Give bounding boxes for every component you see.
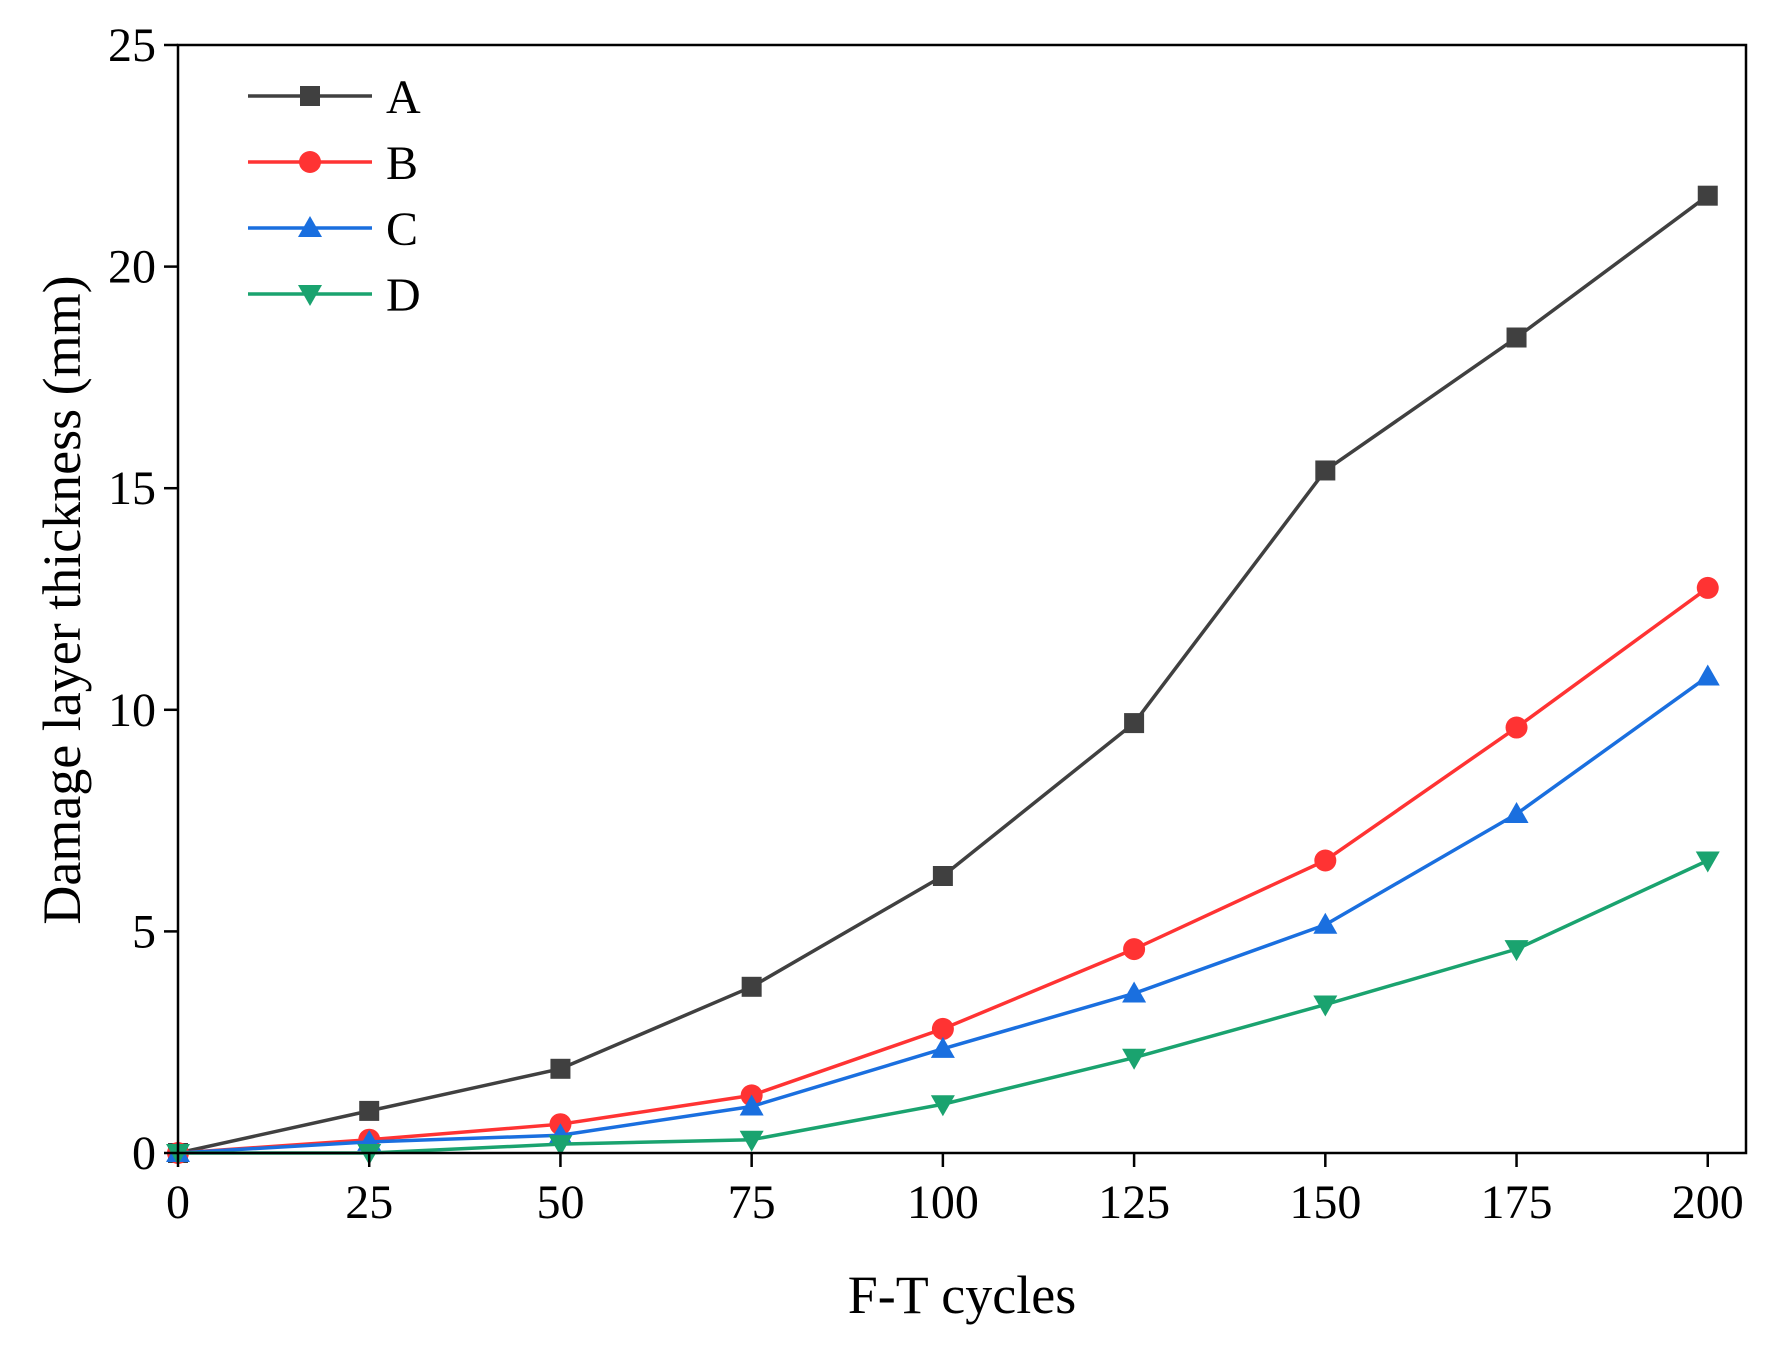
data-point-A bbox=[550, 1058, 571, 1079]
y-tick-label: 5 bbox=[132, 905, 156, 958]
x-tick-label: 0 bbox=[166, 1176, 190, 1229]
y-tick-label: 20 bbox=[108, 241, 156, 294]
series-line-A bbox=[177, 194, 1709, 1155]
x-tick-label: 125 bbox=[1098, 1176, 1170, 1229]
data-point-C bbox=[1695, 664, 1720, 686]
x-tick-label: 175 bbox=[1481, 1176, 1553, 1229]
x-tick-label: 50 bbox=[536, 1176, 584, 1229]
series-A bbox=[168, 185, 1718, 1163]
data-point-D bbox=[1504, 940, 1529, 962]
y-tick-label: 0 bbox=[132, 1127, 156, 1180]
series-line-C bbox=[177, 675, 1709, 1155]
legend-marker bbox=[298, 285, 322, 306]
data-point-D bbox=[1313, 995, 1338, 1017]
y-tick-label: 10 bbox=[108, 684, 156, 737]
data-point-B bbox=[1696, 576, 1719, 599]
legend-marker bbox=[300, 86, 320, 106]
data-point-B bbox=[931, 1017, 954, 1040]
legend-item-C: C bbox=[248, 203, 418, 256]
data-point-C bbox=[1313, 912, 1338, 934]
data-point-A bbox=[932, 866, 953, 886]
data-point-D bbox=[548, 1135, 573, 1157]
data-point-C bbox=[930, 1036, 955, 1058]
series-B bbox=[167, 576, 1719, 1164]
data-point-A bbox=[741, 976, 762, 997]
data-point-D bbox=[739, 1130, 764, 1152]
data-point-D bbox=[1695, 851, 1720, 873]
data-point-B bbox=[1505, 716, 1528, 739]
legend-marker bbox=[298, 216, 322, 237]
y-axis-title: Damage layer thickness (mm) bbox=[32, 275, 92, 924]
data-point-A bbox=[1506, 327, 1527, 348]
legend-label: D bbox=[386, 269, 421, 322]
series-D bbox=[166, 851, 1720, 1165]
x-axis-title: F-T cycles bbox=[848, 1265, 1076, 1325]
data-point-D bbox=[930, 1095, 955, 1117]
data-point-C bbox=[1504, 801, 1529, 823]
legend-label: B bbox=[386, 137, 418, 190]
x-tick-label: 75 bbox=[728, 1176, 776, 1229]
x-axis: 0 25 50 75 100 125 150 175 200 bbox=[166, 1153, 1744, 1229]
data-point-A bbox=[1124, 713, 1145, 734]
data-point-D bbox=[1122, 1048, 1147, 1070]
data-point-B bbox=[1314, 849, 1337, 872]
data-point-C bbox=[739, 1094, 764, 1116]
legend-item-B: B bbox=[248, 137, 418, 190]
x-tick-label: 100 bbox=[907, 1176, 979, 1229]
legend-item-A: A bbox=[248, 71, 421, 124]
y-axis: 0 5 10 15 20 25 bbox=[108, 19, 178, 1180]
y-tick-label: 25 bbox=[108, 19, 156, 72]
series-layer bbox=[166, 185, 1720, 1165]
legend-marker bbox=[299, 151, 321, 173]
legend-label: C bbox=[386, 203, 418, 256]
data-point-A bbox=[1697, 185, 1718, 206]
data-point-C bbox=[1122, 981, 1147, 1003]
data-point-A bbox=[1315, 460, 1336, 481]
x-tick-label: 150 bbox=[1289, 1176, 1361, 1229]
data-point-B bbox=[1123, 938, 1146, 961]
plot-frame bbox=[176, 43, 1748, 1155]
x-tick-label: 25 bbox=[345, 1176, 393, 1229]
x-tick-label: 200 bbox=[1672, 1176, 1744, 1229]
legend-label: A bbox=[386, 71, 421, 124]
y-tick-label: 15 bbox=[108, 462, 156, 515]
data-point-A bbox=[359, 1100, 380, 1121]
legend-item-D: D bbox=[248, 269, 421, 322]
series-C bbox=[166, 664, 1720, 1162]
